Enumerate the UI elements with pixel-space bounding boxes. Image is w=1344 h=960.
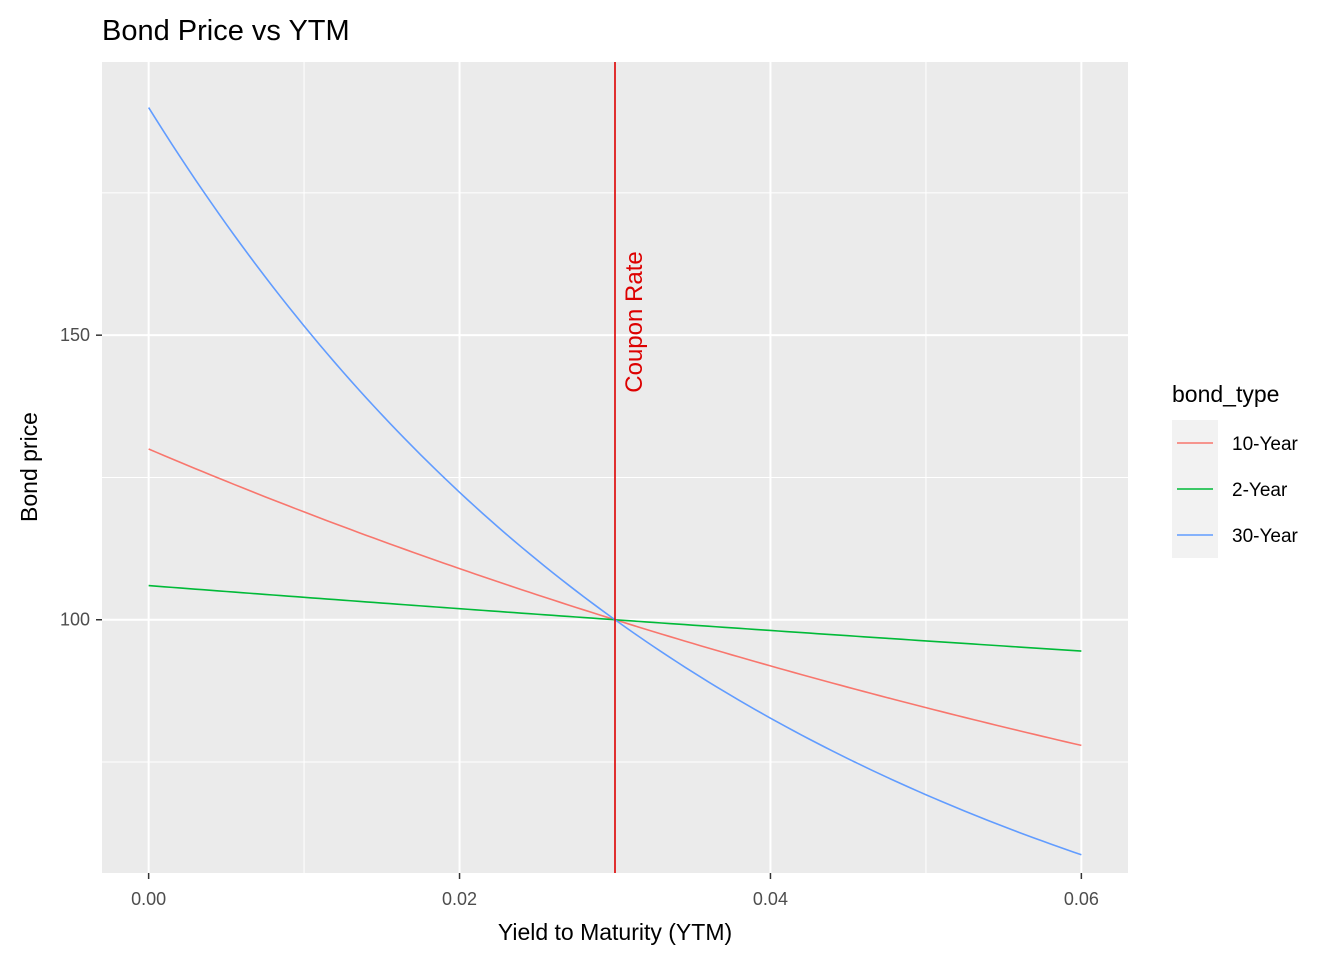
- coupon-rate-label: Coupon Rate: [621, 251, 648, 392]
- x-axis-title: Yield to Maturity (YTM): [498, 919, 732, 945]
- x-tick-label: 0.04: [753, 889, 788, 909]
- legend: bond_type 10-Year 2-Year 30-Year: [1172, 381, 1299, 558]
- legend-items: 10-Year 2-Year 30-Year: [1177, 434, 1299, 547]
- x-tick-label: 0.02: [442, 889, 477, 909]
- x-axis: 0.00 0.02 0.04 0.06: [131, 873, 1099, 909]
- chart-title: Bond Price vs YTM: [102, 15, 350, 47]
- x-tick-label: 0.00: [131, 889, 166, 909]
- legend-label-10-year: 10-Year: [1232, 434, 1299, 455]
- y-tick-label: 100: [60, 610, 90, 630]
- y-axis-title: Bond price: [16, 412, 42, 522]
- legend-label-2-year: 2-Year: [1232, 480, 1288, 501]
- y-axis: 100 150: [60, 325, 102, 630]
- legend-label-30-year: 30-Year: [1232, 526, 1299, 547]
- x-tick-label: 0.06: [1064, 889, 1099, 909]
- legend-title: bond_type: [1172, 381, 1279, 407]
- coupon-rate-line-group: Coupon Rate: [614, 62, 648, 873]
- y-tick-label: 150: [60, 325, 90, 345]
